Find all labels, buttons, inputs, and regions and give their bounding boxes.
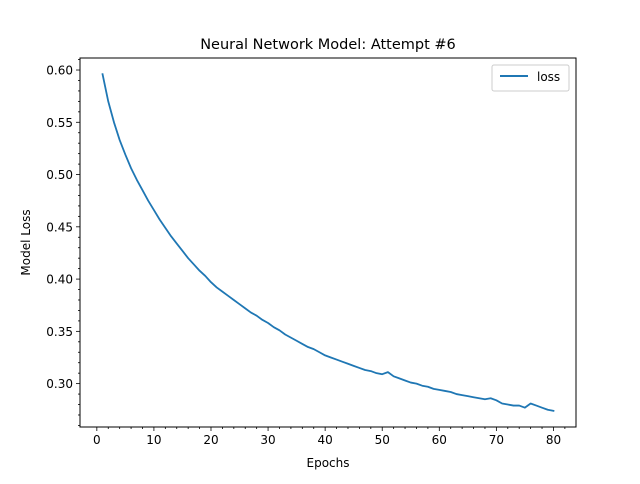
y-axis-ticks: 0.30 0.35 0.40 0.45 0.50 0.55 0.60 <box>46 64 80 391</box>
plot-frame <box>79 57 577 428</box>
y-tick-label: 0.45 <box>46 220 73 234</box>
x-tick-label: 30 <box>260 433 275 447</box>
series-line-loss <box>101 73 555 412</box>
legend-box <box>491 64 570 92</box>
x-tick-label: 80 <box>546 433 561 447</box>
y-tick-label: 0.55 <box>46 116 73 130</box>
chart-title: Neural Network Model: Attempt #6 <box>200 37 456 53</box>
legend: loss <box>491 64 570 92</box>
legend-label-loss: loss <box>537 70 560 84</box>
x-tick-label: 0 <box>93 433 101 447</box>
x-axis-label: Epochs <box>307 456 350 470</box>
x-tick-label: 60 <box>432 433 447 447</box>
y-axis-label: Model Loss <box>19 209 33 275</box>
y-tick-label: 0.30 <box>46 377 73 391</box>
x-tick-label: 70 <box>489 433 504 447</box>
y-tick-label: 0.40 <box>46 273 73 287</box>
plot-lines <box>101 73 555 412</box>
x-tick-label: 20 <box>203 433 218 447</box>
x-tick-label: 40 <box>318 433 333 447</box>
x-axis-ticks: 0 10 20 30 40 50 60 70 80 <box>93 427 561 447</box>
x-tick-label: 50 <box>375 433 390 447</box>
y-tick-label: 0.50 <box>46 168 73 182</box>
x-tick-label: 10 <box>146 433 161 447</box>
y-tick-label: 0.35 <box>46 325 73 339</box>
y-tick-label: 0.60 <box>46 64 73 78</box>
